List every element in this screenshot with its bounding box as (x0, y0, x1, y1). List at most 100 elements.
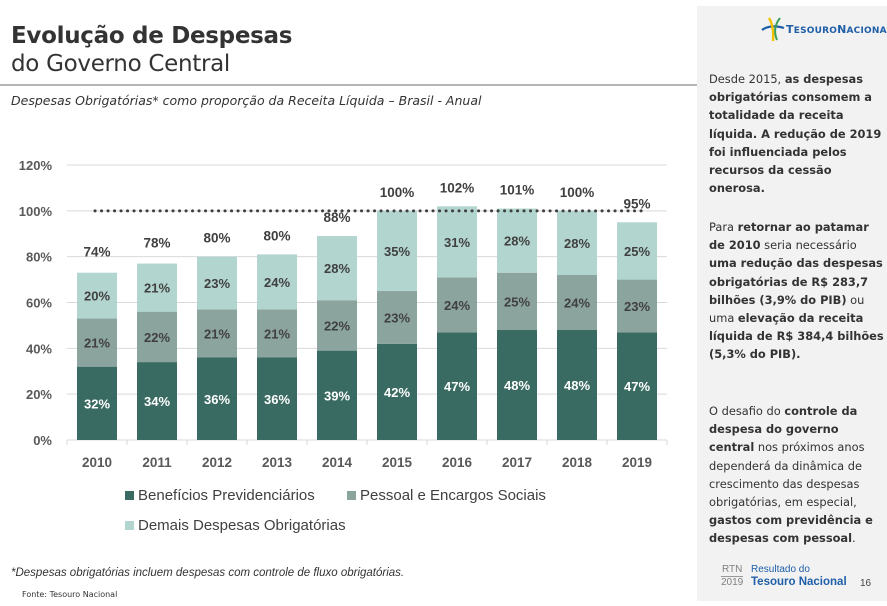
tesouro-star-icon (761, 17, 785, 42)
text-run: . (852, 531, 856, 546)
text-run: as despesas obrigatórias consomem a tota… (709, 72, 882, 196)
rtn-badge: RTN 2019 (721, 564, 744, 589)
x-tick-label: 2015 (382, 455, 413, 470)
page-title: Evolução de Despesas do Governo Central (11, 22, 292, 78)
bar-segment-demais (377, 210, 417, 292)
x-tick-label: 2018 (562, 455, 593, 470)
total-label: 88% (323, 210, 350, 225)
text-run: O desafio do (709, 404, 785, 418)
x-tick-label: 2014 (322, 455, 353, 470)
x-tick-label: 2013 (262, 455, 293, 470)
data-label: 21% (84, 336, 110, 351)
data-label: 39% (324, 388, 350, 403)
total-label: 100% (560, 185, 595, 200)
data-label: 23% (624, 299, 650, 314)
text-run: nos próximos anos dependerá da dinâmica … (709, 440, 865, 510)
data-label: 24% (444, 298, 470, 313)
bar-segment-pessoal (197, 309, 237, 358)
legend-item-beneficios: Benefícios Previdenciários (125, 487, 315, 504)
x-tick-label: 2019 (622, 455, 652, 470)
title-divider (0, 84, 697, 86)
x-tick-label: 2011 (142, 455, 172, 470)
data-label: 21% (144, 281, 170, 296)
bar-segment-beneficios (137, 362, 177, 440)
data-label: 42% (384, 385, 410, 400)
bar-segment-beneficios (77, 366, 117, 440)
y-tick-label: 20% (26, 387, 52, 402)
bar-segment-demais (617, 222, 657, 280)
data-label: 36% (264, 392, 290, 407)
bar-segment-pessoal (257, 309, 297, 358)
text-run: controle da despesa do governo central (709, 404, 858, 455)
side-paragraph-1: Desde 2015, as despesas obrigatórias con… (709, 70, 887, 197)
text-run: seria necessário (760, 238, 857, 253)
total-label: 74% (83, 244, 110, 259)
text-run: Para (709, 220, 738, 234)
data-label: 24% (264, 275, 290, 290)
bar-segment-beneficios (437, 332, 477, 440)
title-line-1: Evolução de Despesas (11, 23, 293, 49)
rtn-year: 2019 (721, 576, 744, 588)
bar-segment-demais (77, 272, 117, 319)
text-run: gastos com previdência e despesas com pe… (709, 513, 873, 546)
total-label: 95% (623, 196, 650, 211)
data-label: 23% (204, 276, 230, 291)
y-tick-label: 80% (26, 250, 52, 265)
stacked-bar-chart: 0% 20% 40% 60% 80% 100% 120% 32% 21% 20% 74% 2010 34… (19, 158, 668, 470)
data-label: 47% (624, 379, 650, 394)
data-label: 28% (324, 261, 350, 276)
brand-line-1: Resultado do (751, 564, 810, 575)
bar-segment-pessoal (617, 279, 657, 333)
y-tick-label: 40% (26, 341, 52, 356)
bar-segment-pessoal (77, 318, 117, 367)
text-run: Desde 2015, (709, 72, 785, 86)
legend-item-demais: Demais Despesas Obrigatórias (125, 517, 346, 534)
data-label: 28% (504, 234, 530, 249)
bar-segment-beneficios (617, 332, 657, 440)
side-paragraph-2: Para retornar ao patamar de 2010 seria n… (709, 218, 887, 364)
x-tick-label: 2016 (442, 455, 473, 470)
text-run: uma redução das despesas obrigatórias de… (709, 256, 883, 307)
data-label: 23% (384, 310, 410, 325)
bar-segment-beneficios (377, 343, 417, 440)
bar-segment-pessoal (497, 272, 537, 330)
legend-swatch-demais (125, 521, 134, 530)
data-label: 22% (324, 318, 350, 333)
data-label: 48% (564, 378, 590, 393)
text-run: retornar ao patamar de 2010 (709, 220, 869, 253)
data-label: 28% (564, 236, 590, 251)
data-label: 32% (84, 396, 110, 411)
total-label: 100% (380, 185, 415, 200)
bar-segment-demais (557, 210, 597, 275)
logo-text: TESOURONACIONAL (786, 22, 887, 36)
x-tick-label: 2017 (502, 455, 532, 470)
data-label: 48% (504, 378, 530, 393)
bar-segment-pessoal (437, 277, 477, 333)
total-label: 101% (500, 183, 535, 198)
legend-label: Demais Despesas Obrigatórias (138, 517, 346, 534)
text-run: elevação da receita líquida de R$ 384,4 … (709, 311, 884, 362)
legend-item-pessoal: Pessoal e Encargos Sociais (347, 487, 546, 504)
footnote: *Despesas obrigatórias incluem despesas … (11, 567, 405, 579)
brand-line-2: Tesouro Nacional (751, 576, 847, 588)
bar-segment-pessoal (317, 300, 357, 351)
bar-segment-demais (197, 256, 237, 310)
bar-segment-beneficios (557, 330, 597, 440)
data-label: 31% (444, 235, 470, 250)
x-tick-label: 2012 (202, 455, 232, 470)
data-label: 24% (564, 296, 590, 311)
side-panel: TESOURONACIONAL Desde 2015, as despesas … (697, 6, 887, 601)
data-label: 34% (144, 394, 170, 409)
bar-segment-pessoal (557, 275, 597, 330)
data-label: 25% (624, 244, 650, 259)
bar-segment-demais (317, 236, 357, 301)
bar-segment-beneficios (197, 357, 237, 440)
bar-segment-pessoal (137, 311, 177, 363)
bar-segment-demais (257, 254, 297, 310)
page-number: 16 (860, 578, 872, 589)
bar-segment-beneficios (317, 350, 357, 440)
bar-segment-demais (497, 208, 537, 273)
text-run: ou uma (709, 292, 865, 326)
x-tick-label: 2010 (82, 455, 112, 470)
total-label: 78% (143, 235, 170, 250)
